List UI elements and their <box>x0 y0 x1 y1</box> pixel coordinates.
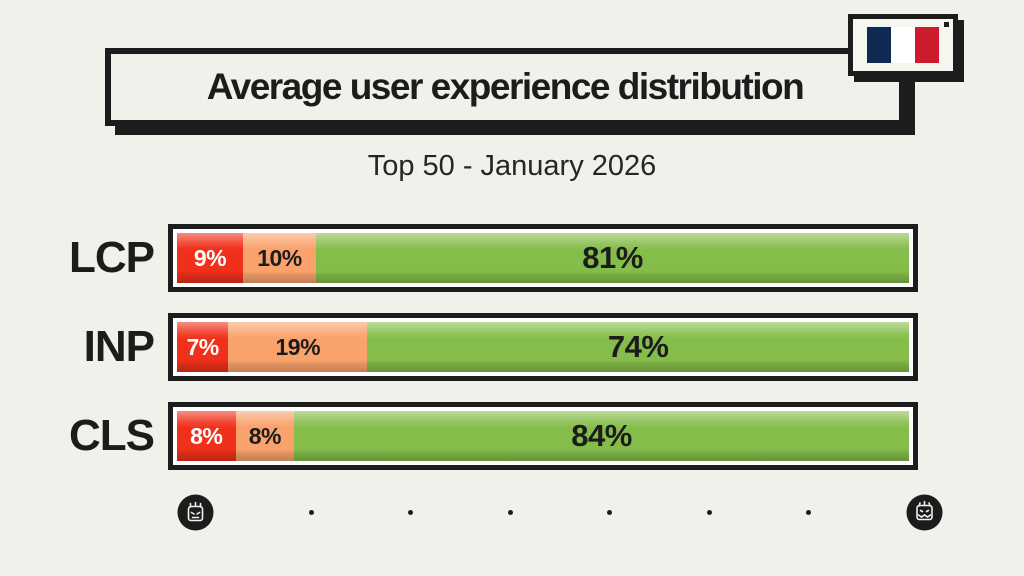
title-box: Average user experience distribution <box>105 48 905 126</box>
bar-segment-orange: 8% <box>235 411 295 461</box>
segment-value-label: 81% <box>582 240 643 275</box>
metric-label: LCP <box>69 233 155 282</box>
footer-dot <box>607 509 613 515</box>
bar-row: INP 7% 19% 74% <box>0 313 1024 381</box>
segment-value-label: 84% <box>571 418 632 453</box>
bar-frame: 8% 8% 84% <box>168 402 918 470</box>
footer-dot <box>507 509 513 515</box>
flag-stripe-white <box>891 27 915 63</box>
footer-dot <box>706 509 712 515</box>
bar-row: CLS 8% 8% 84% <box>0 402 1024 470</box>
bar-frame: 7% 19% 74% <box>168 313 918 381</box>
stacked-bar: 9% 10% 81% <box>177 233 909 283</box>
segment-value-label: 74% <box>607 329 669 364</box>
bar-segment-red: 8% <box>177 411 236 461</box>
bar-segment-orange: 10% <box>242 233 317 283</box>
bar-segment-red: 9% <box>177 233 243 283</box>
bar-row: LCP 9% 10% 81% <box>0 224 1024 292</box>
flag-stripe-red <box>915 27 939 63</box>
metric-label: INP <box>83 322 155 371</box>
page-title: Average user experience distribution <box>206 66 805 107</box>
metric-label: CLS <box>69 411 155 460</box>
mascot-face-icon <box>177 494 214 530</box>
bar-segment-green: 81% <box>316 233 909 283</box>
flag-stripe-blue <box>867 27 891 63</box>
france-flag-icon <box>867 27 939 63</box>
footer-dot <box>308 509 314 515</box>
footer-dot <box>408 509 414 515</box>
bar-segment-red: 7% <box>177 322 229 372</box>
bar-frame: 9% 10% 81% <box>168 224 918 292</box>
stacked-bar: 8% 8% 84% <box>177 411 909 461</box>
france-flag-badge <box>848 14 958 76</box>
segment-value-label: 7% <box>186 333 219 360</box>
segment-value-label: 10% <box>257 244 302 271</box>
page-subtitle: Top 50 - January 2026 <box>367 150 657 182</box>
bar-segment-green: 74% <box>367 322 909 372</box>
segment-value-label: 9% <box>193 244 227 271</box>
footer-strip <box>177 492 943 532</box>
segment-value-label: 19% <box>275 333 321 360</box>
flag-box-corner-dot <box>944 22 949 27</box>
bars: LCP 9% 10% 81% INP 7% 19% 74% CLS 8% 8% 84% <box>0 224 1024 491</box>
bar-segment-green: 84% <box>294 411 909 461</box>
segment-value-label: 8% <box>190 422 223 449</box>
stacked-bar: 7% 19% 74% <box>177 322 909 372</box>
mascot-face-icon <box>906 494 943 530</box>
footer-dot <box>806 509 812 515</box>
segment-value-label: 8% <box>248 422 282 449</box>
bar-segment-orange: 19% <box>228 322 368 372</box>
